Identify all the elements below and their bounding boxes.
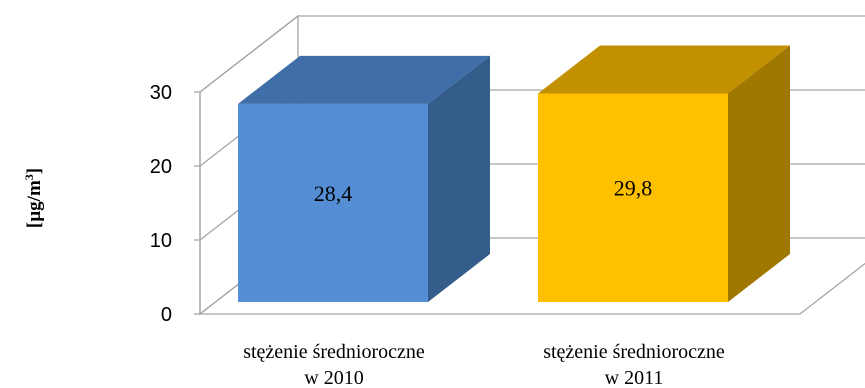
y-axis-title: [µg/m3] xyxy=(22,168,45,228)
bars: 28,4 29,8 xyxy=(238,45,790,303)
y-tick-label: 30 xyxy=(150,82,172,104)
bar-front xyxy=(538,93,728,302)
y-tick-labels: 0 10 20 30 xyxy=(150,82,172,326)
bar: 28,4 xyxy=(238,55,490,303)
bar-front xyxy=(238,103,428,302)
gridline-side xyxy=(199,15,299,93)
bar-top xyxy=(538,45,790,94)
data-label: 29,8 xyxy=(614,176,653,201)
bar: 29,8 xyxy=(538,45,790,302)
x-category-label: stężenie średnioroczne w 2011 xyxy=(543,341,725,388)
x-category-label: stężenie średnioroczne w 2010 xyxy=(243,341,425,388)
y-tick-label: 20 xyxy=(150,156,172,178)
y-tick-label: 10 xyxy=(150,230,172,252)
bar-top xyxy=(238,55,490,104)
y-axis-label: [µg/m3] xyxy=(22,168,45,228)
x-category-labels: stężenie średnioroczne w 2010 stężenie śre… xyxy=(243,341,725,388)
bar-side xyxy=(728,45,790,302)
y-tick-label: 0 xyxy=(161,304,172,326)
bar-side xyxy=(428,55,490,303)
data-label: 28,4 xyxy=(314,181,353,206)
